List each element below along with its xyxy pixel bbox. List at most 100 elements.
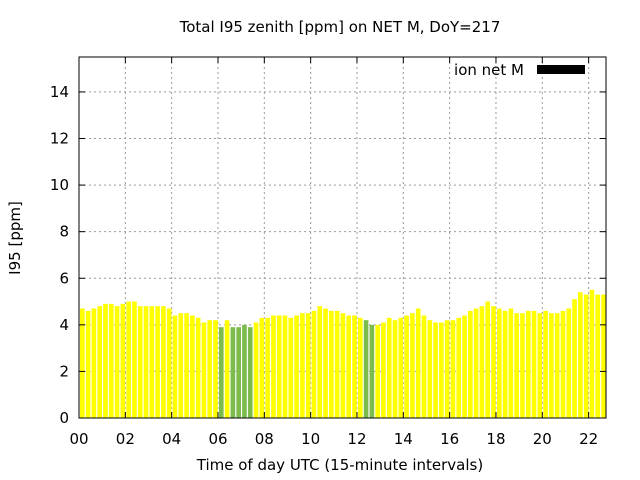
bar — [178, 313, 184, 418]
bar — [265, 317, 270, 418]
bar — [473, 308, 479, 418]
bar — [514, 313, 519, 418]
bar — [439, 322, 444, 418]
x-tick-label: 06 — [208, 430, 227, 448]
bar — [317, 306, 323, 418]
chart-title: Total I95 zenith [ppm] on NET M, DoY=217 — [179, 18, 501, 36]
bar — [450, 320, 456, 418]
bar — [543, 310, 548, 418]
bar — [404, 315, 409, 418]
bar — [375, 324, 380, 418]
bar — [201, 322, 207, 418]
x-tick-label: 00 — [69, 430, 88, 448]
bar — [502, 310, 508, 418]
bar — [566, 308, 572, 418]
bar — [236, 327, 241, 418]
y-tick-label: 2 — [59, 362, 69, 380]
bar — [172, 315, 178, 418]
bar — [369, 324, 375, 418]
bar — [224, 320, 230, 418]
bar — [126, 301, 131, 418]
bar — [242, 324, 247, 418]
bar — [392, 320, 398, 418]
x-tick-label: 12 — [347, 430, 366, 448]
bar — [114, 306, 120, 418]
bar — [537, 313, 543, 418]
bar — [143, 306, 149, 418]
x-tick-label: 16 — [440, 430, 459, 448]
bar — [334, 310, 340, 418]
bar — [601, 294, 606, 418]
bar — [433, 322, 438, 418]
bar — [485, 301, 491, 418]
bar — [363, 320, 369, 418]
bar — [195, 317, 201, 418]
y-tick-label: 8 — [59, 223, 69, 241]
bar — [247, 327, 253, 418]
bar — [415, 308, 421, 418]
bar — [595, 294, 601, 418]
x-tick-label: 10 — [301, 430, 320, 448]
bar — [386, 317, 392, 418]
bar — [323, 308, 328, 418]
bar — [456, 317, 462, 418]
bar — [91, 308, 97, 418]
bar — [218, 327, 224, 418]
y-tick-label: 14 — [50, 83, 69, 101]
bar — [444, 320, 450, 418]
bar — [282, 315, 288, 418]
bar — [427, 320, 433, 418]
x-tick-label: 08 — [255, 430, 274, 448]
bar — [288, 317, 294, 418]
y-tick-label: 10 — [50, 176, 69, 194]
bar — [271, 315, 276, 418]
bar — [184, 313, 189, 418]
bar — [253, 322, 259, 418]
bar — [108, 303, 114, 418]
bar — [276, 315, 282, 418]
x-tick-label: 04 — [162, 430, 181, 448]
bar — [410, 313, 415, 418]
y-tick-label: 0 — [59, 409, 69, 427]
bar — [491, 306, 496, 418]
grid — [79, 57, 606, 418]
bar — [357, 317, 363, 418]
legend-swatch — [537, 65, 585, 74]
x-tick-label: 14 — [394, 430, 413, 448]
bar-series — [80, 289, 606, 418]
bar — [340, 313, 346, 418]
bar — [468, 310, 473, 418]
bar — [259, 317, 265, 418]
bar — [213, 320, 218, 418]
bar — [149, 306, 155, 418]
bar — [508, 308, 514, 418]
x-tick-label: 22 — [579, 430, 598, 448]
bar — [190, 315, 195, 418]
bar — [294, 315, 299, 418]
bar — [161, 306, 166, 418]
bar — [305, 313, 311, 418]
bar — [572, 299, 577, 418]
bar — [155, 306, 160, 418]
bar — [329, 310, 334, 418]
bar — [311, 310, 317, 418]
bar — [230, 327, 236, 418]
x-tick-label: 02 — [116, 430, 135, 448]
bar — [583, 294, 589, 418]
bar — [462, 315, 467, 418]
x-tick-label: 18 — [486, 430, 505, 448]
bar — [80, 308, 85, 418]
bar — [300, 313, 305, 418]
bar — [120, 303, 126, 418]
bar — [578, 292, 583, 418]
bar — [479, 306, 485, 418]
bar — [381, 322, 386, 418]
bar — [97, 306, 102, 418]
bar — [525, 310, 531, 418]
bar — [85, 310, 91, 418]
bar — [549, 313, 554, 418]
legend-label: ion net M — [454, 61, 524, 79]
y-tick-label: 6 — [59, 269, 69, 287]
x-axis-label: Time of day UTC (15-minute intervals) — [196, 456, 483, 474]
